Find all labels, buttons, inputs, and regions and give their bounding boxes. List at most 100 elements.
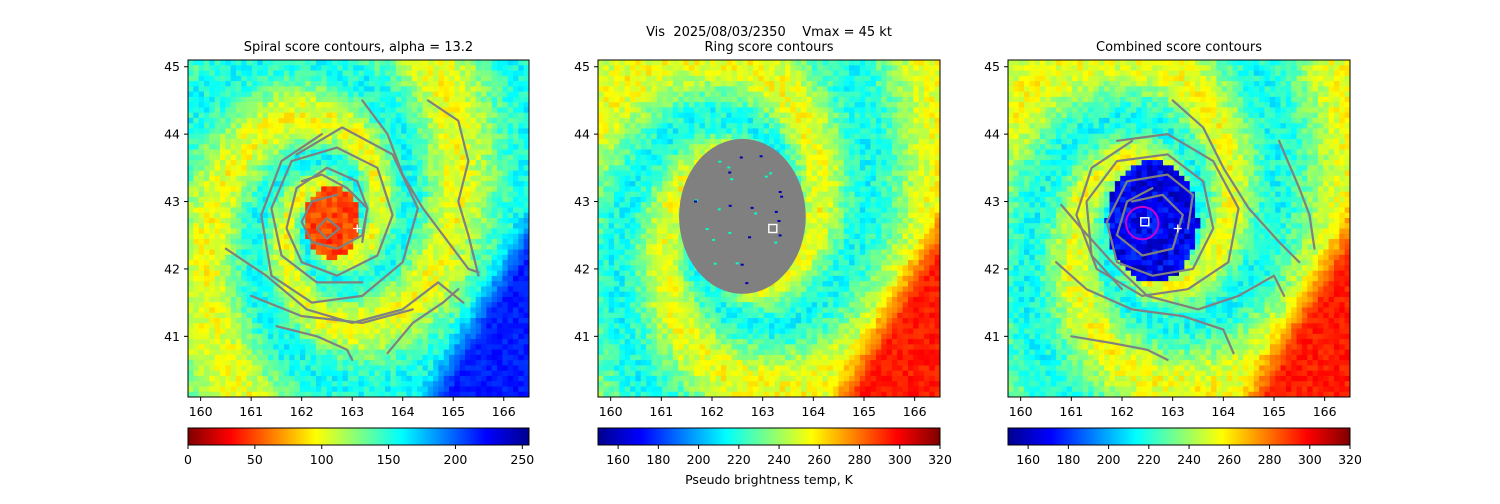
colorbar-tick-label: 320: [1338, 452, 1362, 467]
colorbar-tick-label: 260: [1217, 452, 1241, 467]
x-tick-label: 164: [801, 404, 825, 419]
colorbar-tick-label: 0: [184, 452, 192, 467]
ring-speckle: [769, 172, 772, 174]
colorbar-gradient: [598, 428, 940, 445]
ring-speckle: [740, 157, 743, 159]
colorbar-tick-label: 160: [1016, 452, 1040, 467]
colorbar-tick-label: 50: [247, 452, 263, 467]
ring-speckle: [718, 208, 721, 210]
ring-speckle: [728, 172, 731, 174]
colorbar-tick-label: 280: [848, 452, 872, 467]
y-tick-label: 44: [984, 127, 1000, 142]
ring-speckle: [780, 196, 783, 198]
ring-speckle: [741, 264, 744, 266]
x-tick-label: 166: [903, 404, 927, 419]
x-tick-label: 160: [189, 404, 213, 419]
colorbar: 160 180 200 220 240 260 280 300 320: [1008, 428, 1362, 467]
ring-speckle: [779, 234, 782, 236]
y-tick-label: 43: [164, 194, 180, 209]
colorbar-gradient: [1008, 428, 1350, 445]
ring-speckle: [706, 228, 709, 230]
colorbar-tick-label: 160: [606, 452, 630, 467]
figure-suptitle: Vis 2025/08/03/2350 Vmax = 45 kt: [646, 25, 892, 40]
y-tick-label: 45: [574, 59, 590, 74]
x-tick-label: 165: [852, 404, 876, 419]
ring-speckle: [751, 207, 754, 209]
colorbar-gradient: [188, 428, 529, 445]
panel-2: Ring score contours 160 161 162 163 164 165 166…: [574, 40, 952, 487]
colorbar-tick-label: 280: [1258, 452, 1282, 467]
colorbar-tick-label: 240: [767, 452, 791, 467]
colorbar: 0 50 100 150 200 250: [184, 428, 534, 467]
ring-masked-region: [679, 139, 806, 294]
ring-speckle: [779, 191, 782, 193]
y-tick-label: 42: [574, 261, 590, 276]
ring-speckle: [748, 236, 751, 238]
x-tick-label: 164: [391, 404, 415, 419]
ring-speckle: [718, 161, 721, 163]
colorbar-tick-label: 250: [510, 452, 534, 467]
colorbar-tick-label: 220: [1137, 452, 1161, 467]
colorbar-tick-label: 220: [727, 452, 751, 467]
colorbar-tick-label: 100: [310, 452, 334, 467]
x-tick-label: 160: [1009, 404, 1033, 419]
y-tick-label: 42: [984, 261, 1000, 276]
ring-speckle: [754, 213, 757, 215]
ring-speckle: [730, 178, 733, 180]
x-tick-label: 166: [492, 404, 516, 419]
x-tick-label: 162: [700, 404, 724, 419]
ring-speckle: [712, 239, 715, 241]
y-tick-label: 44: [574, 127, 590, 142]
panel-title: Spiral score contours, alpha = 13.2: [244, 40, 473, 55]
x-tick-label: 165: [1262, 404, 1286, 419]
colorbar-tick-label: 180: [1056, 452, 1080, 467]
y-tick-label: 41: [164, 329, 180, 344]
x-tick-label: 166: [1313, 404, 1337, 419]
y-tick-label: 43: [574, 194, 590, 209]
x-tick-label: 163: [751, 404, 775, 419]
colorbar-tick-label: 260: [807, 452, 831, 467]
ring-speckle: [774, 242, 777, 244]
y-tick-label: 41: [984, 329, 1000, 344]
ring-speckle: [728, 232, 731, 234]
y-tick-label: 43: [984, 194, 1000, 209]
colorbar-tick-label: 200: [444, 452, 468, 467]
x-tick-label: 162: [1110, 404, 1134, 419]
y-tick-label: 41: [574, 329, 590, 344]
x-tick-label: 161: [1059, 404, 1083, 419]
x-tick-label: 161: [649, 404, 673, 419]
panel-title: Combined score contours: [1096, 40, 1262, 55]
x-tick-label: 164: [1211, 404, 1235, 419]
heatmap-image: [188, 60, 530, 398]
panel-1: Spiral score contours, alpha = 13.2 160 16…: [164, 40, 534, 467]
colorbar-label: Pseudo brightness temp, K: [685, 472, 854, 487]
y-tick-label: 42: [164, 261, 180, 276]
colorbar-tick-label: 180: [646, 452, 670, 467]
ring-speckle: [760, 155, 763, 157]
y-tick-label: 44: [164, 127, 180, 142]
x-tick-label: 160: [599, 404, 623, 419]
y-tick-label: 45: [164, 59, 180, 74]
colorbar-tick-label: 150: [377, 452, 401, 467]
colorbar-tick-label: 240: [1177, 452, 1201, 467]
ring-speckle: [765, 176, 768, 178]
colorbar-tick-label: 300: [1298, 452, 1322, 467]
colorbar-tick-label: 200: [1097, 452, 1121, 467]
ring-speckle: [778, 220, 781, 222]
ring-speckle: [714, 263, 717, 265]
ring-speckle: [736, 262, 739, 264]
y-tick-label: 45: [984, 59, 1000, 74]
ring-speckle: [694, 201, 697, 203]
ring-speckle: [727, 167, 730, 169]
panel-title: Ring score contours: [704, 40, 833, 55]
ring-speckle: [745, 282, 748, 284]
ring-speckle: [775, 211, 778, 213]
colorbar-tick-label: 320: [928, 452, 952, 467]
ring-speckle: [729, 205, 732, 207]
x-tick-label: 165: [441, 404, 465, 419]
heatmap-image: [1008, 60, 1351, 398]
